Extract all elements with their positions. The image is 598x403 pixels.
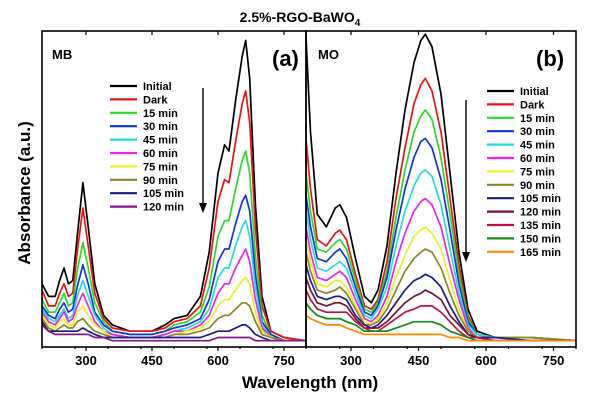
legend-entry: Dark <box>520 99 545 111</box>
legend-entry: 15 min <box>520 113 555 125</box>
series-line-165-min <box>306 314 576 342</box>
panel-label: (b) <box>536 46 564 71</box>
y-axis-label: Absorbance (a.u.) <box>15 121 34 265</box>
panel-label: (a) <box>272 46 299 71</box>
legend-entry: 90 min <box>143 175 178 187</box>
legend-entry: 45 min <box>520 140 555 152</box>
series-line-30-min <box>306 137 576 342</box>
series-line-105-min <box>306 263 576 342</box>
plot-area <box>306 33 576 342</box>
series-line-90-min <box>306 248 576 342</box>
legend-entry: 30 min <box>143 121 178 133</box>
down-arrow-icon <box>199 88 207 213</box>
series-line-dark <box>42 90 306 342</box>
panel-tag: MO <box>318 47 339 62</box>
series-line-initial <box>42 39 306 342</box>
x-tick-label: 750 <box>273 353 295 368</box>
legend-entry: Dark <box>143 94 168 106</box>
series-line-90-min <box>42 301 306 342</box>
x-tick-label: 750 <box>543 353 565 368</box>
x-tick-label: 450 <box>141 353 163 368</box>
series-line-15-min <box>42 150 306 342</box>
legend-entry: 75 min <box>143 161 178 173</box>
x-tick-label: 300 <box>75 353 97 368</box>
legend-entry: 150 min <box>520 233 561 245</box>
series-line-105-min <box>42 320 306 342</box>
legend-entry: 90 min <box>520 180 555 192</box>
figure-title: 2.5%-RGO-BaWO4 <box>240 9 361 29</box>
figure-title-main: 2.5%-RGO-BaWO <box>240 9 355 25</box>
series-line-60-min <box>42 248 306 342</box>
series-line-120-min <box>42 324 306 342</box>
series-line-15-min <box>306 109 576 342</box>
legend-entry: 135 min <box>520 220 561 232</box>
series-line-30-min <box>42 194 306 342</box>
legend-entry: 165 min <box>520 247 561 259</box>
figure-title-subscript: 4 <box>355 18 361 29</box>
x-tick-label: 600 <box>207 353 229 368</box>
legend-entry: 120 min <box>143 202 184 214</box>
legend-entry: 30 min <box>520 126 555 138</box>
plot-area <box>42 39 306 342</box>
series-line-120-min <box>306 276 576 342</box>
legend-entry: 60 min <box>520 153 555 165</box>
series-line-60-min <box>306 197 576 342</box>
series-line-135-min <box>306 289 576 342</box>
legend-entry: 105 min <box>143 188 184 200</box>
legend-entry: Initial <box>143 81 172 93</box>
series-line-45-min <box>306 169 576 342</box>
legend-entry: 60 min <box>143 148 178 160</box>
legend-entry: 105 min <box>520 193 561 205</box>
x-axis-label: Wavelength (nm) <box>242 373 378 392</box>
x-tick-label: 450 <box>408 353 430 368</box>
series-line-initial <box>306 33 576 342</box>
legend-entry: 15 min <box>143 108 178 120</box>
x-tick-label: 600 <box>475 353 497 368</box>
legend-entry: 120 min <box>520 207 561 219</box>
panel-tag: MB <box>52 47 72 62</box>
legend-entry: 75 min <box>520 166 555 178</box>
x-tick-label: 300 <box>340 353 362 368</box>
down-arrow-icon <box>462 100 470 262</box>
series-line-150-min <box>306 301 576 342</box>
legend-entry: Initial <box>520 86 549 98</box>
legend-entry: 45 min <box>143 135 178 147</box>
